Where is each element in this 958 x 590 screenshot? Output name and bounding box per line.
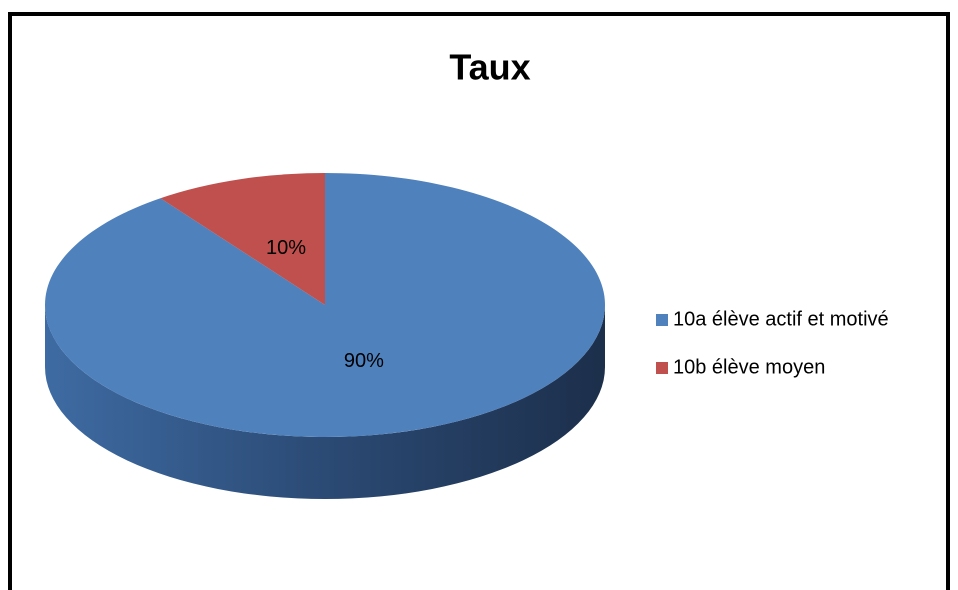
pie-slice <box>160 173 325 305</box>
legend-label: 10a élève actif et motivé <box>673 308 889 330</box>
legend-swatch <box>656 362 668 374</box>
legend-swatch <box>656 314 668 326</box>
legend-label: 10b élève moyen <box>673 356 825 378</box>
data-label: 90% <box>344 350 384 372</box>
pie-side <box>45 305 605 499</box>
pie-slice <box>44 173 606 437</box>
data-label: 10% <box>266 237 306 259</box>
chart-title: Taux <box>449 47 530 88</box>
